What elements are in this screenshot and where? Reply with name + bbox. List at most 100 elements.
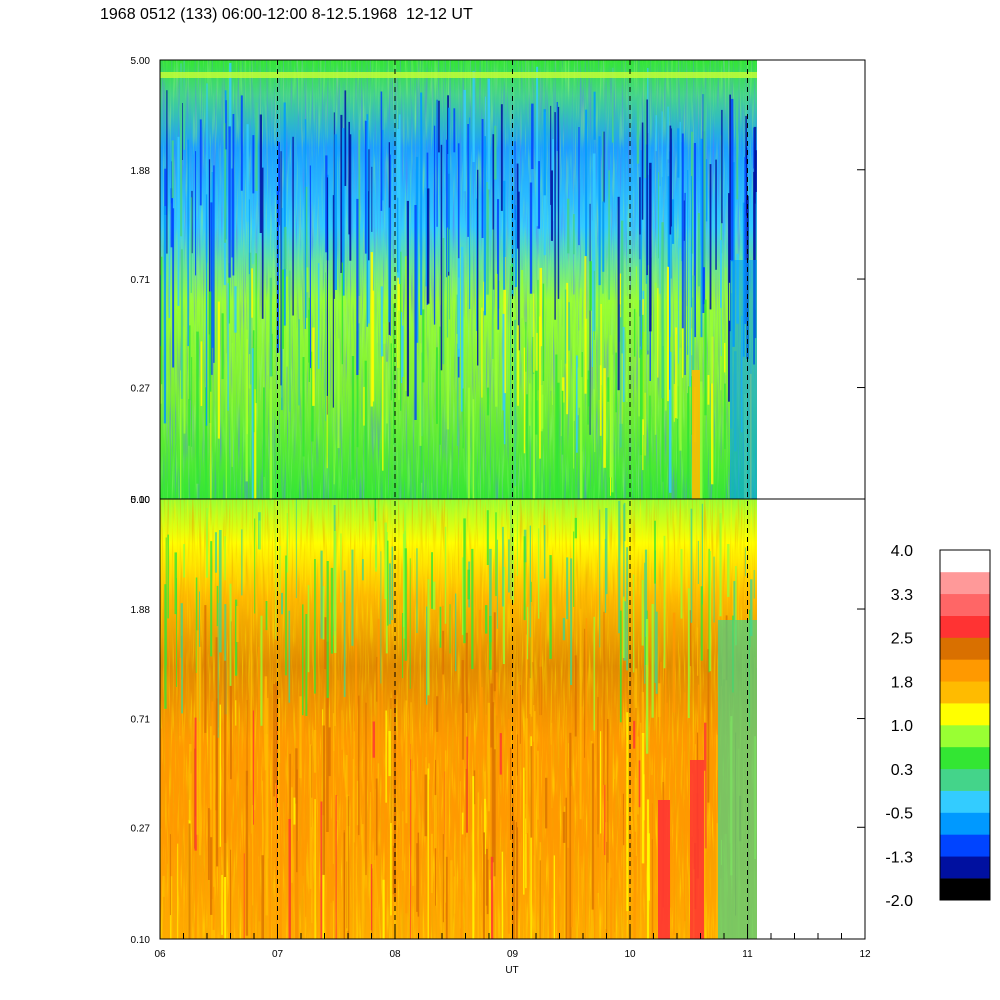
spectrogram-streak [426,606,428,705]
spectrogram-streak [370,864,373,931]
spectrogram-streak [252,710,254,825]
spectrogram-streak [710,297,713,384]
spectrogram-streak [615,352,617,413]
spectrogram-streak [491,702,495,863]
spectrogram-streak [210,541,213,657]
spectrogram-streak [164,584,167,709]
spectrogram-streak [208,808,210,880]
spectrogram-streak [564,289,567,364]
spectrogram-streak [687,393,689,499]
spectrogram-streak [518,681,521,843]
spectrogram-streak [208,291,212,423]
spectrogram-streak [204,605,207,733]
spectrogram-streak [194,816,197,939]
spectrogram-streak [611,67,614,143]
spectrogram-streak [635,668,638,708]
spectrogram-streak [623,504,625,599]
spectrogram-streak [361,824,364,939]
spectrogram-streak [183,326,186,434]
spectrogram-streak [697,627,699,676]
spectrogram-streak [183,60,186,150]
spectrogram-streak [639,349,643,456]
spectrogram-streak [427,188,430,304]
spectrogram-streak [240,95,243,191]
spectrogram-streak [641,122,644,220]
spectrogram-streak [393,691,396,902]
spectrogram-streak [493,749,496,877]
spectrogram-streak [307,585,310,673]
spectrogram-streak [326,561,329,698]
spectrogram-streak [171,140,174,199]
spectrogram-streak [610,361,613,384]
spectrogram-streak [353,731,355,843]
spectrogram-streak [305,729,307,917]
spectrogram-streak [634,778,638,856]
spectrogram-streak [200,341,203,406]
spectrogram-streak [603,368,606,468]
spectrogram-streak [265,734,269,916]
spectrogram-streak [283,722,285,802]
spectrogram-streak [459,781,461,929]
spectrogram-streak [487,702,490,812]
spectrogram-streak [619,610,622,723]
spectrogram-streak [409,558,411,689]
spectrogram-streak [530,746,533,838]
spectrogram-streak [720,307,722,391]
spectrogram-streak [213,165,215,363]
spectrogram-streak [363,386,365,426]
spectrogram-streak [296,769,298,873]
spectrogram-streak [619,317,622,448]
spectrogram-streak [623,502,626,542]
spectrogram-streak [523,536,526,621]
spectrogram-streak [190,197,192,293]
colorbar-segment [940,681,990,704]
spectrogram-streak [638,760,641,808]
spectrogram-streak [541,394,544,429]
spectrogram-streak [380,551,382,684]
spectrogram-streak [700,586,703,661]
spectrogram-streak [208,159,211,335]
spectrogram-streak [593,270,595,390]
spectrogram-streak [535,370,538,435]
spectrogram-streak [314,559,316,694]
spectrogram-streak [525,634,527,834]
spectrogram-streak [170,188,173,248]
spectrogram-streak [246,124,249,222]
spectrogram-streak [485,714,487,757]
spectrogram-streak [515,822,518,939]
spectrogram-streak [465,832,468,939]
spectrogram-streak [453,876,456,914]
spectrogram-streak [280,151,282,386]
spectrogram-streak [693,143,696,338]
spectrogram-streak [415,156,419,343]
spectrogram-streak [461,660,464,760]
spectrogram-streak [707,649,710,803]
y-tick-label: 0.10 [131,495,151,506]
spectrogram-streak [604,784,606,856]
spectrogram-streak [412,771,415,886]
spectrogram-streak [502,313,505,411]
spectrogram-streak [485,605,488,634]
spectrogram-streak [183,544,185,578]
spectrogram-streak [668,151,671,390]
spectrogram-streak [609,335,613,478]
spectrogram-streak [626,547,629,671]
spectrogram-streak [646,99,648,276]
colorbar-label: 0.3 [891,762,913,779]
spectrogram-streak [667,266,669,402]
spectrogram-streak [691,176,692,308]
spectrogram-streak [655,611,658,694]
spectrogram-streak [442,238,445,365]
spectrogram-streak [533,711,536,891]
spectrogram-streak [321,815,325,939]
spectrogram-streak [436,99,438,227]
spectrogram-streak [288,610,291,703]
spectrogram-streak [526,606,529,660]
spectrogram-streak [286,513,289,573]
spectrogram-streak [169,834,171,916]
spectrogram-streak [325,155,328,253]
spectrogram-streak [267,293,269,376]
x-tick-label: 12 [859,949,871,960]
spectrogram-streak [495,273,498,407]
spectrogram-streak [530,736,532,939]
